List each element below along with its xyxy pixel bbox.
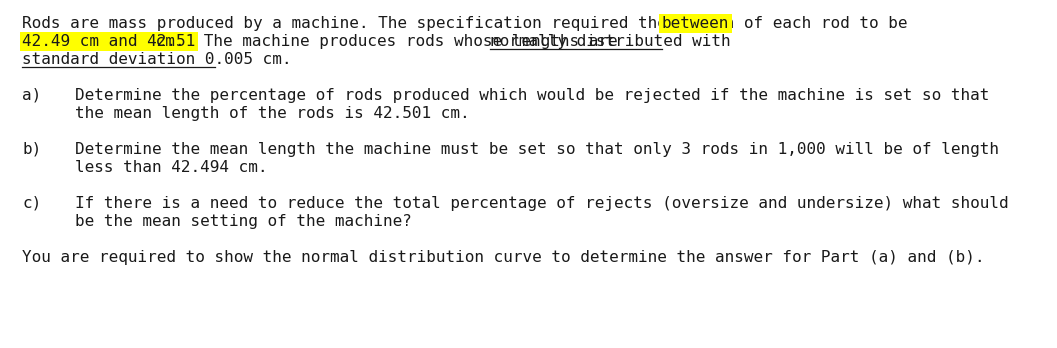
Text: between: between	[662, 16, 729, 31]
Text: Determine the percentage of rods produced which would be rejected if the machine: Determine the percentage of rods produce…	[75, 88, 989, 103]
Text: Determine the mean length the machine must be set so that only 3 rods in 1,000 w: Determine the mean length the machine mu…	[75, 142, 999, 157]
Text: a): a)	[22, 88, 41, 103]
Text: less than 42.494 cm.: less than 42.494 cm.	[75, 160, 267, 175]
Text: c): c)	[22, 196, 41, 211]
Text: be the mean setting of the machine?: be the mean setting of the machine?	[75, 214, 412, 229]
Text: If there is a need to reduce the total percentage of rejects (oversize and under: If there is a need to reduce the total p…	[75, 196, 1008, 211]
Text: normally distributed with: normally distributed with	[489, 34, 730, 49]
Text: b): b)	[22, 142, 41, 157]
Text: You are required to show the normal distribution curve to determine the answer f: You are required to show the normal dist…	[22, 250, 984, 265]
Text: cm.  The machine produces rods whose lengths are: cm. The machine produces rods whose leng…	[146, 34, 627, 49]
Text: the mean length of the rods is 42.501 cm.: the mean length of the rods is 42.501 cm…	[75, 106, 469, 121]
Text: standard deviation 0.005 cm.: standard deviation 0.005 cm.	[22, 52, 292, 67]
Text: Rods are mass produced by a machine. The specification required the length of ea: Rods are mass produced by a machine. The…	[22, 16, 917, 31]
Text: 42.49 cm and 42.51: 42.49 cm and 42.51	[22, 34, 196, 49]
